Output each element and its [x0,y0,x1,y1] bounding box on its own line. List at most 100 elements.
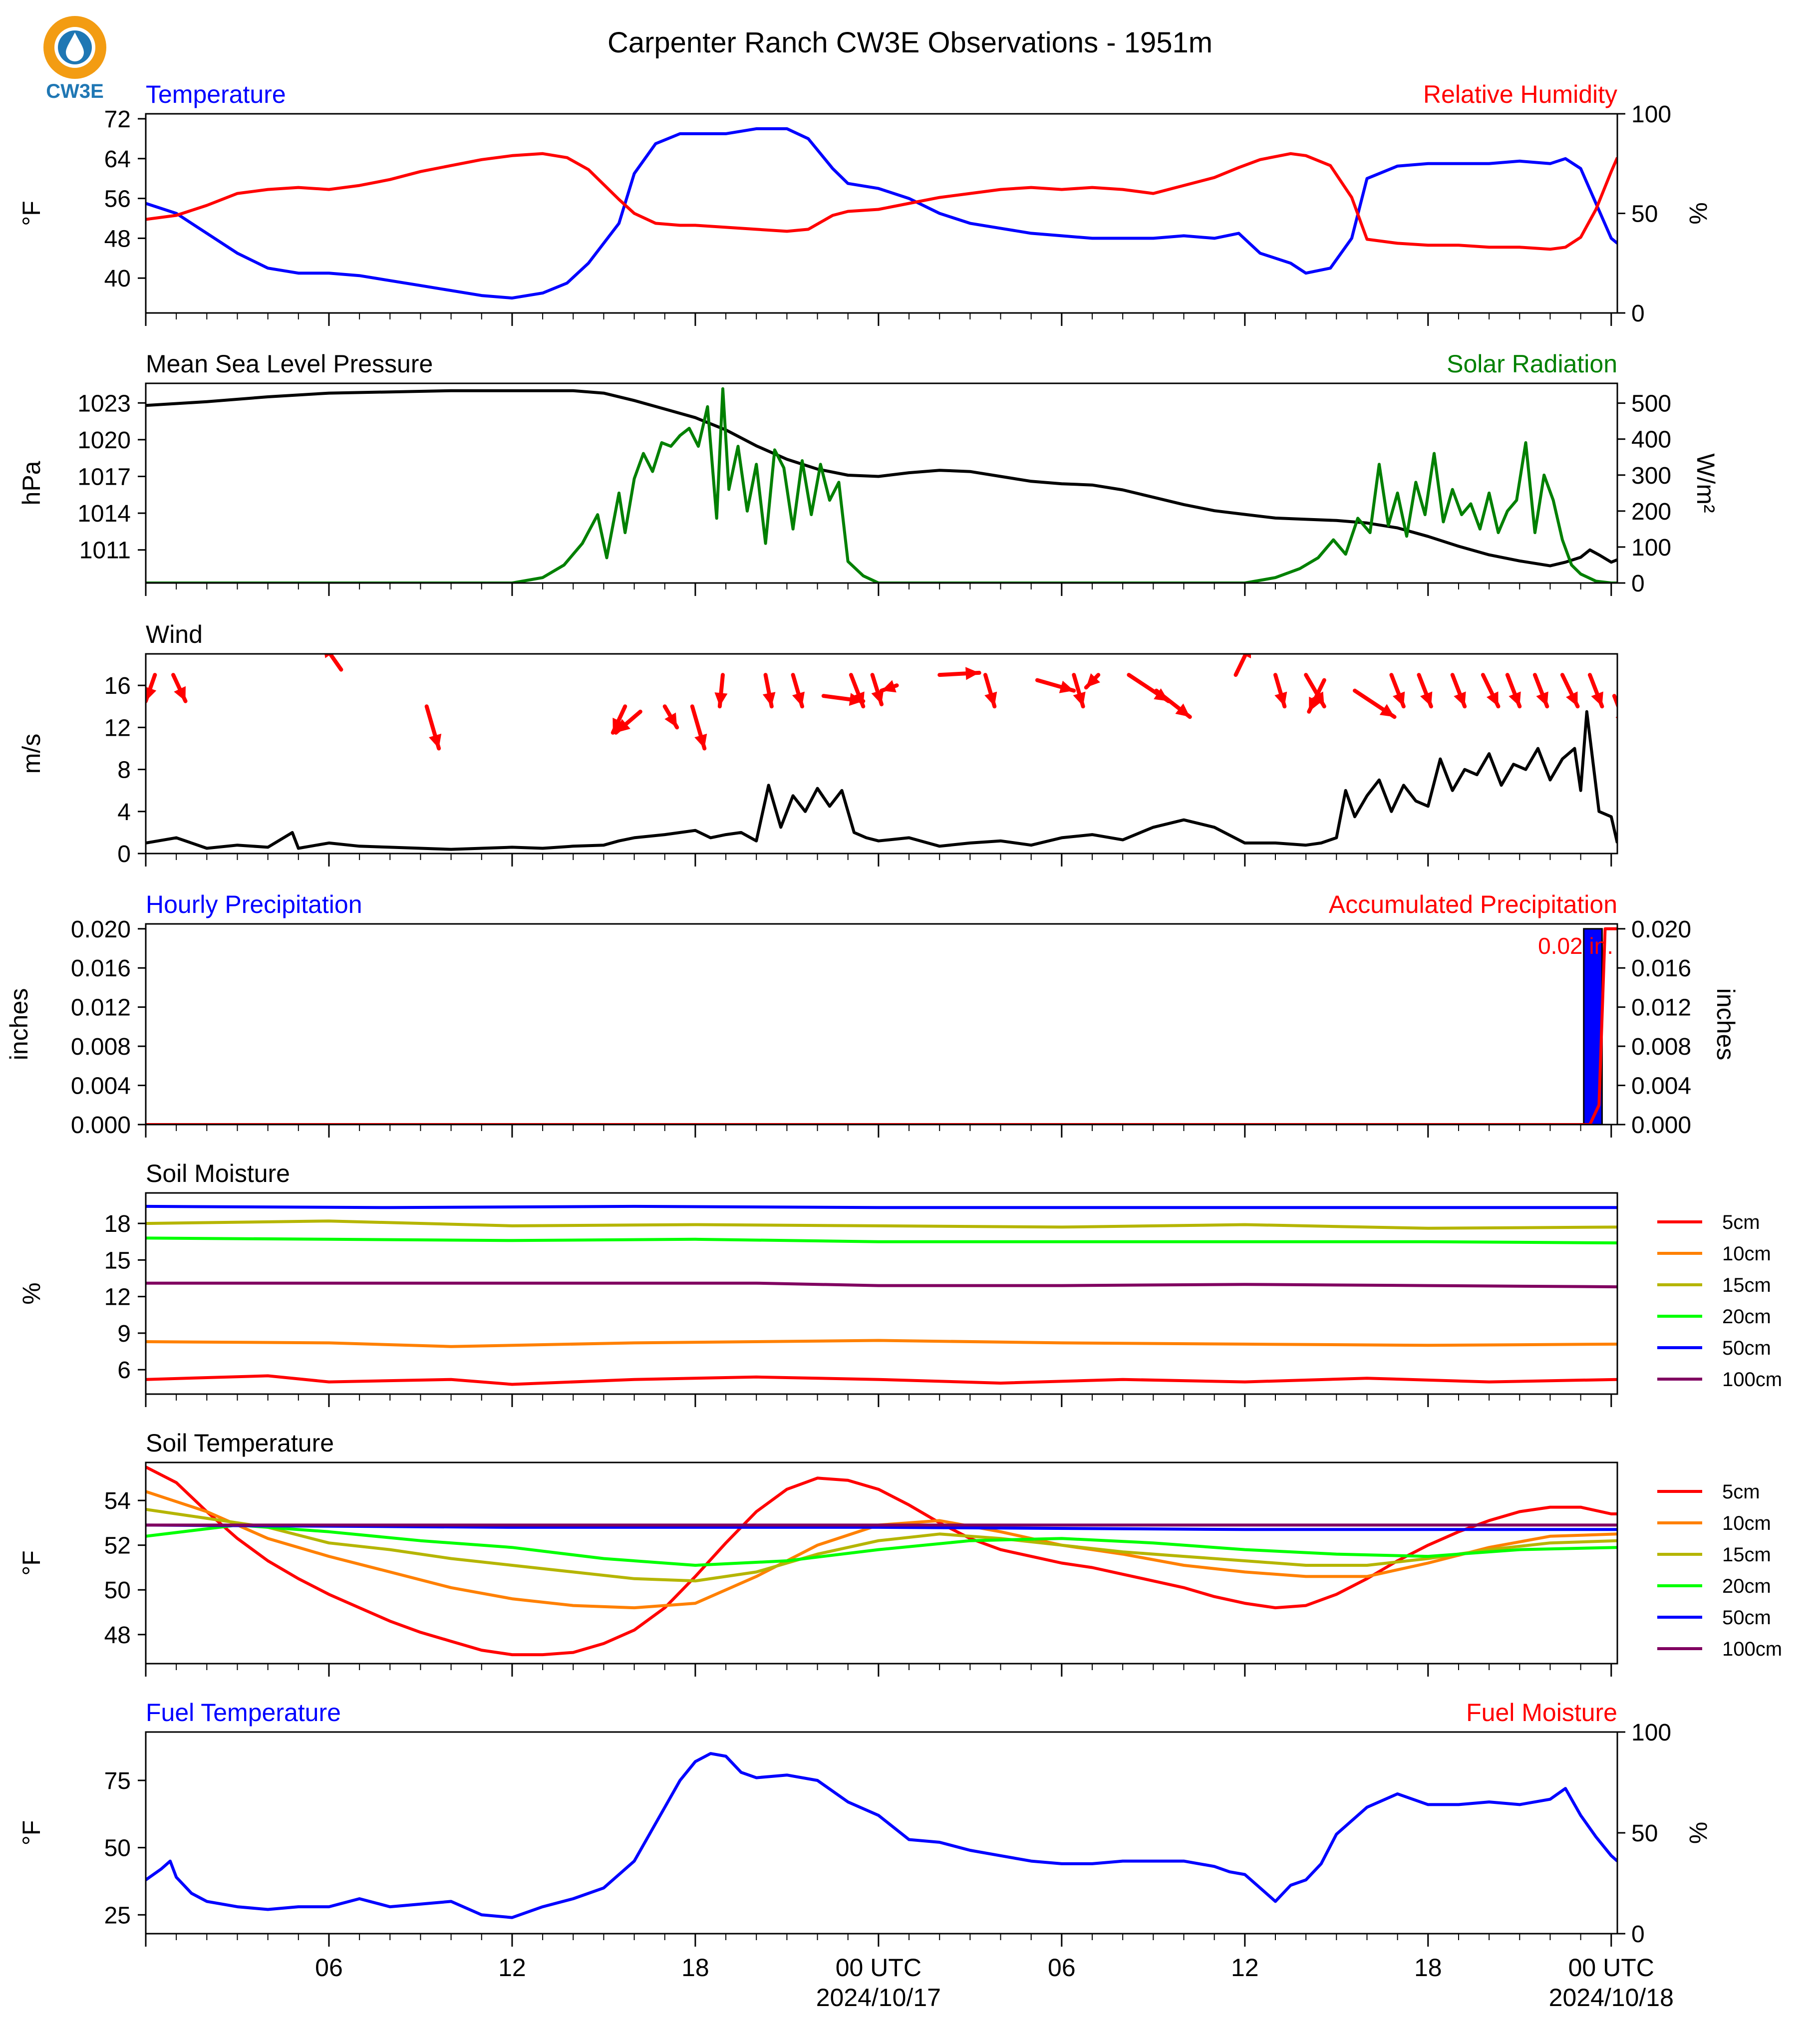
series-line-20cm [146,1523,1617,1567]
y-right-tick-label: 300 [1631,463,1671,489]
y-left-tick-label: 1023 [77,390,131,417]
wind-arrow-head [1311,691,1324,707]
chart-panel-soil_moisture: Soil Moisture 18 15 12 9 6% 5cm 10cm 15cm 20cm 50c… [17,1159,1782,1407]
wind-arrow-head [984,691,997,707]
cw3e-logo: CW3E [43,16,106,102]
wind-arrow-head [1565,691,1578,707]
x-tick-label: 12 [1231,1954,1259,1982]
series-line-50cm [146,1204,1617,1209]
series-line-10cm [146,1339,1617,1348]
x-date-label: 2024/10/18 [1549,1984,1674,2012]
wind-arrow-head [882,680,897,693]
y-left-tick-label: 48 [104,1622,131,1649]
wind-arrow-head [1591,691,1603,707]
wind-arrow-head [1241,654,1251,658]
y-left-tick-label: 1011 [79,538,131,564]
panel-right-title: Accumulated Precipitation [1329,890,1617,918]
series-line-red [146,927,1617,1125]
legend-label: 10cm [1722,1512,1771,1534]
y-right-tick-label: 0.000 [1631,1112,1691,1139]
series-line-black [146,710,1617,851]
y-left-tick-label: 1014 [77,501,131,527]
wind-arrow-head [1454,691,1466,707]
series-line-15cm [146,1508,1617,1583]
panel-left-title: Soil Moisture [146,1159,290,1187]
panel-left-title: Temperature [146,80,286,108]
y-left-tick-label: 0.020 [71,916,131,943]
panels: Temperature Relative Humidity7264564840°F… [5,80,1782,2012]
y-right-tick-label: 0 [1631,1921,1645,1948]
wind-arrow-head [1309,696,1321,712]
wind-arrow-head [146,687,157,701]
wind-arrow-head [174,686,186,701]
y-right-tick-label: 0.016 [1631,955,1691,982]
wind-arrow-head [792,691,805,707]
y-right-tick-label: 200 [1631,499,1671,525]
y-right-tick-label: 0 [1631,571,1645,597]
plot-area [146,1204,1617,1386]
y-right-tick-label: 100 [1631,535,1671,561]
y-right-tick-label: 100 [1631,1720,1671,1746]
wind-arrow-head [1059,680,1074,693]
panel-left-title: Hourly Precipitation [146,890,362,918]
wind-arrow-head [852,691,865,707]
chart-panel-wind: Wind 16 12 8 4 0 m/s [17,620,1618,868]
y-right-tick-label: 0 [1631,300,1645,327]
y-left-tick-label: 6 [117,1357,131,1384]
legend-label: 100cm [1722,1369,1782,1391]
y-left-tick-label: 18 [104,1211,131,1237]
y-right-axis-label: W/m² [1692,453,1720,513]
y-left-tick-label: 50 [104,1835,131,1862]
panel-frame [145,382,1618,584]
legend-label: 20cm [1722,1306,1771,1328]
wind-arrow-head [762,692,776,707]
x-date-label: 2024/10/17 [816,1984,941,2012]
y-left-tick-label: 0 [117,841,131,868]
y-left-tick-label: 12 [104,1284,131,1311]
wind-arrow-head [965,667,979,680]
wind-arrow-head [1486,691,1499,707]
series-line-blue [146,127,1617,300]
y-right-tick-label: 400 [1631,427,1671,453]
y-left-tick-label: 1020 [77,427,131,454]
y-left-tick-label: 15 [104,1247,131,1274]
wind-arrow-head [324,654,331,658]
legend-label: 50cm [1722,1337,1771,1359]
series-line-100cm [146,1281,1617,1289]
y-left-tick-label: 52 [104,1533,131,1559]
legend-label: 5cm [1722,1481,1760,1503]
plot-area [146,927,1617,1125]
x-tick-label: 06 [1048,1954,1076,1982]
y-left-axis-label: inches [5,988,33,1061]
x-tick-label: 12 [498,1954,526,1982]
wind-arrow-head [612,717,624,733]
y-left-axis-label: °F [17,201,45,226]
wind-arrow-shaft [1233,654,1248,677]
y-right-tick-label: 0.012 [1631,995,1691,1021]
y-right-tick-label: 500 [1631,391,1671,417]
series-line-red [146,152,1617,251]
y-right-tick-label: 0.004 [1631,1073,1691,1100]
y-right-tick-label: 50 [1631,1820,1658,1847]
y-left-axis-label: °F [17,1820,45,1846]
y-left-tick-label: 12 [104,715,131,741]
y-left-tick-label: 0.012 [71,995,131,1021]
x-tick-label: 18 [681,1954,709,1982]
y-left-tick-label: 40 [104,266,131,292]
y-left-tick-label: 25 [104,1902,131,1929]
y-left-tick-label: 0.016 [71,955,131,982]
panel-right-title: Solar Radiation [1447,350,1617,378]
panel-frame [145,923,1618,1126]
wind-arrow-head [1420,691,1433,707]
x-tick-label: 00 UTC [1568,1954,1654,1982]
plot-area [146,1465,1617,1657]
y-right-axis-label: % [1684,202,1712,224]
y-left-tick-label: 0.008 [71,1034,131,1060]
wind-arrow-head [1509,691,1521,707]
wind-arrow-head [1392,691,1405,707]
series-line-green [146,387,1617,583]
logo-text: CW3E [46,80,104,102]
y-right-tick-label: 50 [1631,201,1658,228]
y-left-axis-label: hPa [17,461,45,505]
wind-arrow-head [714,692,728,707]
